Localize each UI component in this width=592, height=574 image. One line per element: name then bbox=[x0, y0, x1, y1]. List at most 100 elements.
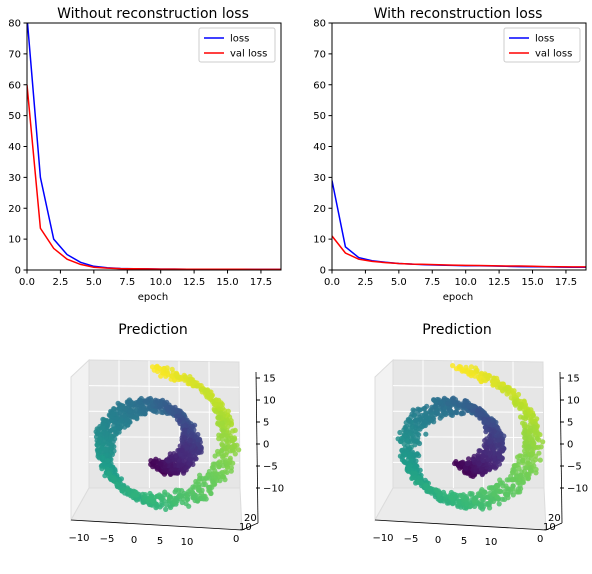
y-tick-label: 70 bbox=[8, 49, 21, 60]
scatter-point bbox=[177, 417, 183, 423]
scatter-point bbox=[173, 413, 180, 419]
y-tick-label: 10 bbox=[239, 522, 252, 533]
x-tick-label: 2.5 bbox=[52, 277, 68, 288]
scatter-point bbox=[488, 485, 494, 491]
scatter-point bbox=[521, 423, 528, 430]
scatter-point bbox=[423, 482, 429, 488]
scatter-point bbox=[155, 398, 161, 404]
scatter-point bbox=[162, 400, 168, 406]
scatter-point bbox=[120, 412, 127, 419]
scatter-point bbox=[459, 493, 465, 499]
z-axis-line bbox=[559, 371, 563, 524]
scatter-point bbox=[416, 407, 422, 413]
scatter-point bbox=[481, 418, 487, 424]
scatter-point bbox=[462, 398, 468, 404]
y-tick-label: 10 bbox=[313, 235, 326, 246]
x-tick-label: 0.0 bbox=[324, 277, 340, 288]
scatter-point bbox=[496, 501, 502, 507]
scatter-point bbox=[181, 423, 187, 429]
scatter-point bbox=[219, 454, 226, 460]
x-tick-label: 5.0 bbox=[391, 277, 407, 288]
scatter-point bbox=[437, 399, 443, 405]
scatter-point bbox=[230, 428, 236, 434]
x-tick-label: 10.0 bbox=[455, 277, 477, 288]
scatter-point bbox=[172, 404, 178, 410]
scatter-point bbox=[175, 447, 181, 454]
x-tick-label: 10 bbox=[485, 537, 498, 548]
scatter-point bbox=[149, 495, 155, 501]
chart-title: Prediction bbox=[118, 322, 188, 338]
scatter-point bbox=[531, 463, 537, 469]
y-tick-label: 60 bbox=[313, 80, 326, 91]
x-tick-label: 2.5 bbox=[357, 277, 373, 288]
scatter-point bbox=[491, 375, 497, 381]
y-tick-label: 40 bbox=[313, 142, 326, 153]
scatter-point bbox=[517, 453, 523, 459]
scatter-point bbox=[480, 376, 487, 382]
x-tick-label: 0 bbox=[435, 535, 441, 546]
scatter-point bbox=[481, 442, 487, 448]
x-tick-label: 7.5 bbox=[424, 277, 440, 288]
scatter-point bbox=[482, 437, 488, 444]
scatter-point bbox=[487, 443, 493, 449]
x-axis-line bbox=[70, 519, 243, 531]
y-tick-label: 0 bbox=[15, 266, 21, 277]
series-line-val-loss bbox=[27, 84, 281, 270]
series-group bbox=[332, 180, 586, 268]
scatter-point bbox=[540, 439, 546, 445]
scatter-point bbox=[484, 501, 490, 507]
z-axis-line bbox=[255, 371, 259, 524]
z-tick-label: 5 bbox=[263, 418, 269, 429]
scatter-point bbox=[421, 406, 427, 412]
scatter-point bbox=[158, 461, 164, 467]
y-tick-label: 50 bbox=[8, 111, 21, 122]
series-line-val-loss bbox=[332, 235, 586, 268]
scatter-point bbox=[465, 403, 471, 409]
scatter-point bbox=[403, 420, 409, 426]
plot-frame bbox=[26, 22, 282, 271]
scatter-point bbox=[455, 400, 461, 406]
scatter-point bbox=[178, 493, 184, 499]
scatter-point bbox=[459, 366, 465, 373]
scatter-point bbox=[403, 425, 409, 432]
x-tick-label: 7.5 bbox=[119, 277, 135, 288]
scatter-point bbox=[522, 448, 528, 454]
x-tick-label: 15.0 bbox=[521, 277, 543, 288]
scatter-point bbox=[530, 450, 536, 457]
series-line-loss bbox=[332, 180, 586, 268]
scatter-point bbox=[522, 427, 528, 433]
x-tick-label: 0 bbox=[131, 535, 137, 546]
scatter-point bbox=[469, 492, 475, 498]
scatter-point bbox=[508, 473, 514, 479]
scatter-point bbox=[193, 478, 199, 485]
scatter-point bbox=[437, 491, 443, 497]
scatter-point bbox=[522, 410, 528, 416]
scatter-point bbox=[162, 489, 168, 495]
x-tick-label: −10 bbox=[68, 533, 89, 544]
scatter-point bbox=[99, 466, 105, 472]
scatter-point bbox=[122, 490, 128, 496]
scatter-point bbox=[101, 461, 107, 467]
scatter-point bbox=[228, 468, 234, 474]
scatter-point bbox=[119, 404, 125, 410]
scatter-point bbox=[468, 364, 474, 370]
scatter-point bbox=[212, 453, 218, 459]
scatter-point bbox=[476, 448, 482, 454]
scatter-point bbox=[409, 411, 415, 417]
grid-line bbox=[88, 385, 240, 388]
y-tick-label: 80 bbox=[8, 19, 21, 30]
scatter-point bbox=[399, 435, 405, 441]
x-tick-label: 5.0 bbox=[86, 277, 102, 288]
tick-group: 0 10 20 30 40 50 60 70 80 0.0 2.5 5.0 7.5 10.0 12.5 15.… bbox=[313, 19, 577, 289]
scatter-point bbox=[202, 388, 208, 394]
scatter-point bbox=[158, 493, 164, 500]
scatter-point bbox=[215, 448, 221, 455]
scatter-point bbox=[413, 422, 419, 428]
y-tick-label: 50 bbox=[313, 111, 326, 122]
y-axis-line bbox=[545, 522, 563, 531]
scatter-point bbox=[197, 472, 203, 478]
scatter-point bbox=[535, 431, 541, 437]
scatter-point bbox=[402, 452, 408, 458]
scatter-point bbox=[125, 486, 131, 492]
